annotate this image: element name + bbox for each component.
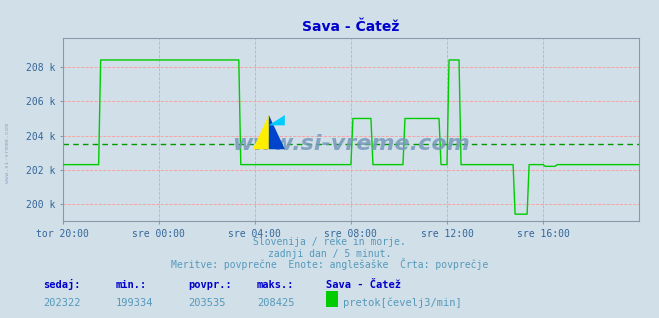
Polygon shape bbox=[253, 115, 269, 149]
Text: 208425: 208425 bbox=[257, 298, 295, 308]
Text: www.si-vreme.com: www.si-vreme.com bbox=[232, 134, 470, 154]
Text: sedaj:: sedaj: bbox=[43, 279, 80, 290]
Title: Sava - Čatež: Sava - Čatež bbox=[302, 20, 399, 34]
Text: 199334: 199334 bbox=[115, 298, 153, 308]
Text: 203535: 203535 bbox=[188, 298, 225, 308]
Text: 202322: 202322 bbox=[43, 298, 80, 308]
Text: Sava - Čatež: Sava - Čatež bbox=[326, 280, 401, 290]
Text: zadnji dan / 5 minut.: zadnji dan / 5 minut. bbox=[268, 249, 391, 259]
Text: maks.:: maks.: bbox=[257, 280, 295, 290]
Polygon shape bbox=[269, 115, 285, 149]
Text: www.si-vreme.com: www.si-vreme.com bbox=[5, 123, 11, 183]
Text: Meritve: povprečne  Enote: anglešaške  Črta: povprečje: Meritve: povprečne Enote: anglešaške Črt… bbox=[171, 258, 488, 270]
Text: povpr.:: povpr.: bbox=[188, 280, 231, 290]
Text: pretok[čevelj3/min]: pretok[čevelj3/min] bbox=[343, 297, 461, 308]
Text: Slovenija / reke in morje.: Slovenija / reke in morje. bbox=[253, 238, 406, 247]
Text: min.:: min.: bbox=[115, 280, 146, 290]
Polygon shape bbox=[269, 115, 285, 125]
